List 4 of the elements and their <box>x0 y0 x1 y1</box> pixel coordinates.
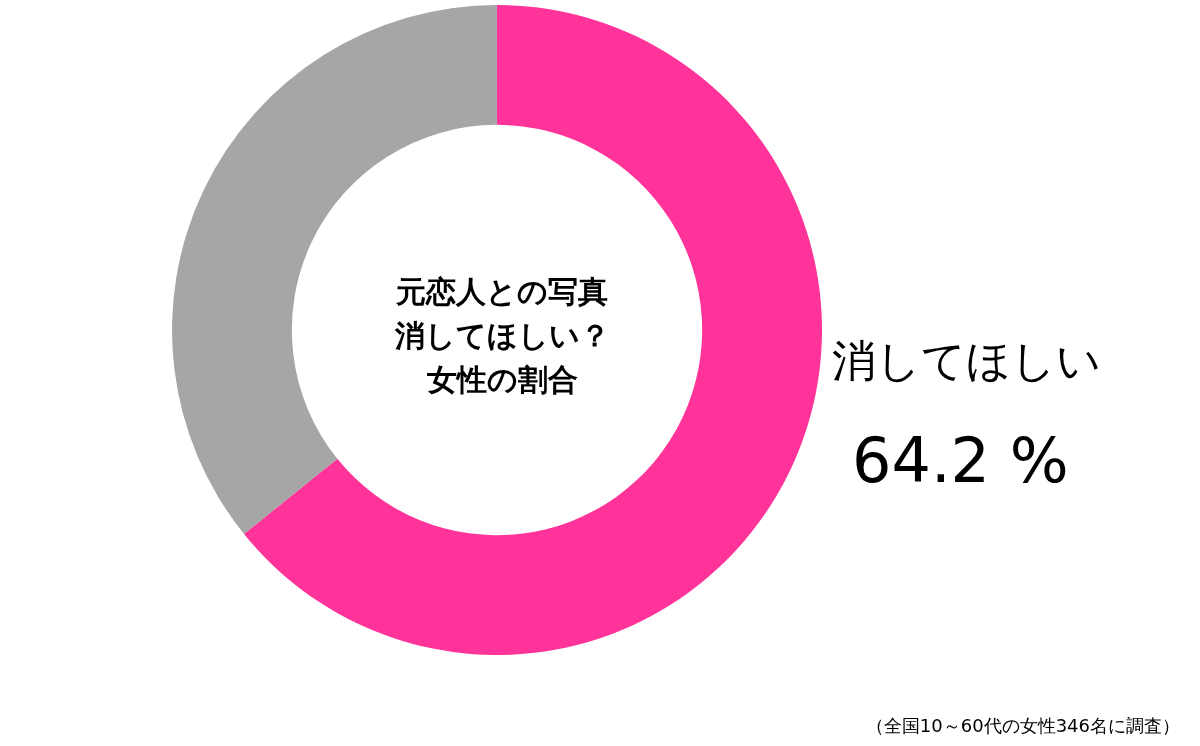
data-label: 64.2 % <box>852 423 1069 497</box>
slice-label: 消してほしい <box>832 334 1101 386</box>
text: （全国10～60代の女性346名に調査） <box>865 714 1181 736</box>
text: 元恋人との写真消してほしい？女性の割合 <box>393 273 610 397</box>
